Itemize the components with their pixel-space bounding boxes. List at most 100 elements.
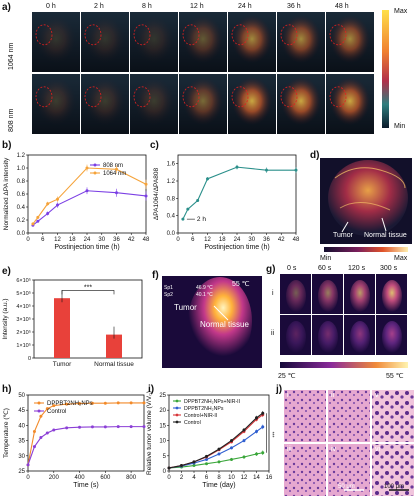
y-axis-label: ΔPA1064/ΔPA808 [153, 168, 160, 221]
time-label: 2 h [94, 3, 104, 10]
data-point [103, 425, 107, 429]
chart-i: 0 2 4 6 8 10 12 14 16 0 5 10 15 20 25 Time (day) Relativ… [146, 391, 275, 489]
y-tick-label: 20 [159, 408, 166, 414]
y-tick-label: 45 [18, 408, 25, 414]
data-point [129, 401, 133, 405]
y-tick-label: 0.4 [17, 205, 26, 211]
x-tick-label: 30 [98, 237, 105, 243]
x-tick-label: 48 [143, 237, 150, 243]
thermal-signal [350, 280, 370, 312]
thermal-signal [286, 280, 306, 312]
y-tick-label: 15 [159, 423, 166, 429]
thermal-signal [318, 321, 338, 353]
x-tick-label: 18 [219, 237, 226, 243]
sig-label: *** [84, 284, 92, 291]
y-tick-label: 2×10⁵ [16, 329, 31, 336]
legend-label: 808 nm [103, 163, 123, 169]
data-point [39, 414, 43, 418]
f-tumor: Tumor [174, 303, 197, 312]
data-point [65, 426, 69, 430]
sig-label: *** [269, 432, 275, 438]
y-tick-label: 0.8 [167, 196, 176, 202]
panel-b-label: b) [2, 140, 12, 151]
row-label-808: 808 nm [8, 108, 15, 132]
chart-b: 0 6 12 18 24 30 36 42 48 0.0 0.2 0.4 0.6 0.8 1.0 1.2 Pos… [3, 153, 150, 251]
tumor-circle [231, 86, 249, 108]
pa-signal [35, 77, 77, 125]
g-t1: 60 s [318, 265, 332, 272]
data-point [78, 425, 82, 429]
y-tick-label: 5×10⁵ [16, 290, 31, 297]
tumor-circle [84, 24, 102, 46]
bar [106, 334, 122, 358]
x-tick-label: 0 [167, 475, 171, 481]
panel-a-label: a) [2, 2, 11, 13]
series-line [32, 190, 147, 226]
plot-frame [33, 279, 143, 359]
data-point [142, 401, 146, 405]
thermal-signal [286, 321, 306, 353]
y-tick-label: 4×10⁵ [16, 303, 31, 310]
x-tick-label: 6 [191, 237, 195, 243]
y-tick-label: 10 [159, 439, 166, 445]
y-tick-label: 25 [18, 469, 25, 475]
legend-label: DPPBT2NH₂NPs [184, 406, 224, 412]
tumor-circle [329, 86, 347, 108]
x-tick-label: 16 [266, 475, 273, 481]
panel-g-label: g) [266, 264, 276, 275]
panel-i-label: i) [148, 384, 155, 395]
tumor-circle [280, 24, 298, 46]
data-point [90, 401, 94, 405]
legend-label: Control [184, 420, 201, 426]
x-axis-label: Postinjection time (h) [204, 244, 269, 251]
x-tick-label: 4 [192, 475, 196, 481]
y-tick-label: 25 [159, 393, 166, 399]
d-normal-label: Normal tissue [364, 232, 407, 239]
pa-signal [182, 15, 224, 63]
legend-marker [175, 399, 179, 403]
legend-label: 1064 nm [103, 171, 126, 177]
x-tick-label: 10 [228, 475, 235, 481]
series-line [182, 166, 296, 220]
pa-signal [280, 15, 322, 63]
f-temp: 55 ℃ [232, 281, 250, 288]
legend-label: Control [47, 409, 66, 415]
data-point [116, 401, 120, 405]
y-axis-label: Intensity (a.u.) [2, 298, 9, 339]
y-tick-label: 1×10⁵ [16, 342, 31, 349]
x-tick-label: 0 [26, 475, 30, 481]
pa-signal [329, 15, 371, 63]
tumor-circle [231, 24, 249, 46]
thermal-signal [382, 280, 402, 312]
pa-signal [133, 15, 175, 63]
legend-marker [93, 171, 97, 175]
chart-c: 0 6 12 18 24 30 36 42 48 0.0 0.4 0.8 1.2 1.6 Postinjec… [153, 154, 300, 251]
data-point [52, 404, 56, 408]
pa-signal [280, 77, 322, 125]
y-tick-label: 1.2 [17, 153, 26, 159]
legend-marker [93, 163, 97, 167]
tumor-circle [35, 24, 53, 46]
d-tumor-label: Tumor [333, 232, 353, 239]
x-tick-label: 0 [26, 237, 30, 243]
d-cbar-max: Max [394, 255, 408, 262]
pa-signal [182, 77, 224, 125]
chart-e: 0 1×10⁵ 2×10⁵ 3×10⁵ 4×10⁵ 5×10⁵ 6×10⁵ Intensity… [2, 277, 143, 368]
legend-marker [175, 413, 179, 417]
y-tick-label: 50 [18, 393, 25, 399]
x-axis-label: Time (s) [73, 482, 98, 489]
g-row-i: i [272, 290, 274, 297]
y-tick-label: 0.6 [17, 192, 26, 198]
pa-signal [231, 15, 273, 63]
g-cmin: 25 ℃ [278, 373, 296, 380]
f-sp2: Sp2 [164, 292, 173, 298]
pa-whole-body-image [320, 158, 412, 252]
series-line [27, 426, 144, 466]
data-point [129, 425, 133, 429]
y-tick-label: 0.2 [17, 218, 26, 224]
thermal-signal [350, 321, 370, 353]
x-tick-label: 24 [84, 237, 91, 243]
tumor-circle [133, 86, 151, 108]
d-cbar-min: Min [320, 255, 332, 262]
panel-e-label: e) [2, 266, 11, 277]
